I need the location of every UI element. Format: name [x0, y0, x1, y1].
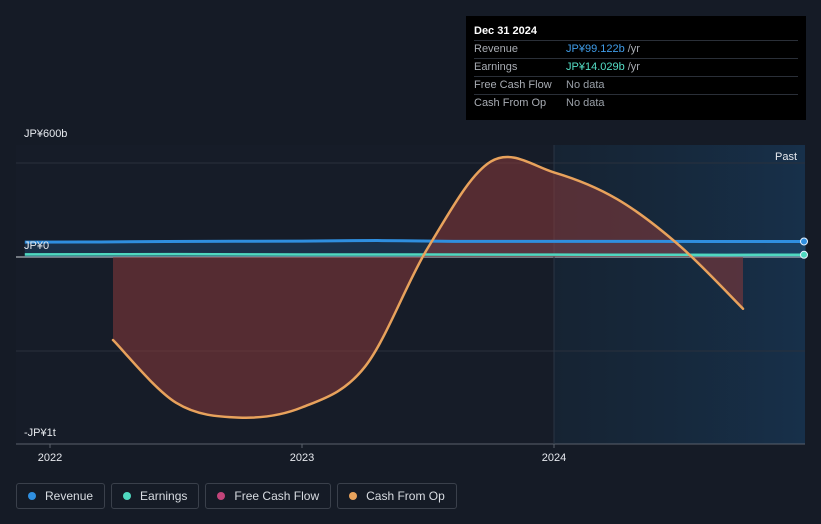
- legend-item-earnings[interactable]: Earnings: [111, 483, 200, 509]
- x-tick-label: 2022: [38, 452, 62, 464]
- legend-label: Revenue: [45, 489, 94, 503]
- tooltip-unit: /yr: [627, 61, 640, 73]
- legend-dot-icon: [123, 492, 132, 500]
- tooltip-unit: /yr: [627, 43, 640, 55]
- tooltip-row-revenue: Revenue JP¥99.122b /yr: [474, 40, 798, 58]
- legend-label: Cash From Op: [366, 489, 445, 503]
- x-tick-label: 2023: [290, 452, 314, 464]
- legend-dot-icon: [217, 492, 226, 500]
- tooltip-date: Dec 31 2024: [474, 25, 537, 37]
- y-tick-label: JP¥600b: [24, 128, 67, 140]
- revenue-line: [24, 239, 807, 244]
- tooltip-value: No data: [566, 97, 605, 109]
- data-tooltip: Dec 31 2024 Revenue JP¥99.122b /yr Earni…: [466, 16, 806, 120]
- legend-dot-icon: [349, 492, 358, 500]
- y-tick-label: -JP¥1t: [24, 427, 56, 439]
- tooltip-value: No data: [566, 79, 605, 91]
- tooltip-value: JP¥99.122b: [566, 43, 625, 55]
- y-tick-label: JP¥0: [24, 240, 49, 252]
- tooltip-value: JP¥14.029b: [566, 61, 625, 73]
- tooltip-label: Revenue: [474, 43, 519, 55]
- tooltip-label: Cash From Op: [474, 97, 547, 109]
- revenue-end-point: [800, 237, 808, 246]
- tooltip-row-earnings: Earnings JP¥14.029b /yr: [474, 58, 798, 76]
- tooltip-row-free-cash-flow: Free Cash Flow No data: [474, 76, 798, 94]
- past-label: Past: [775, 151, 797, 163]
- cash-from-op-area: [113, 156, 743, 418]
- legend-item-cash-from-op[interactable]: Cash From Op: [337, 483, 457, 509]
- legend-item-revenue[interactable]: Revenue: [16, 483, 106, 509]
- legend-item-free-cash-flow[interactable]: Free Cash Flow: [205, 483, 332, 509]
- earnings-line: [24, 252, 807, 257]
- chart-legend: Revenue Earnings Free Cash Flow Cash Fro…: [16, 483, 457, 509]
- earnings-end-point: [800, 250, 808, 259]
- legend-label: Earnings: [140, 489, 188, 503]
- tooltip-label: Earnings: [474, 61, 518, 73]
- tooltip-label: Free Cash Flow: [474, 79, 552, 91]
- legend-label: Free Cash Flow: [234, 489, 320, 503]
- cash-from-op-line: [111, 155, 745, 419]
- tooltip-row-cash-from-op: Cash From Op No data: [474, 94, 798, 112]
- x-tick-label: 2024: [542, 452, 566, 464]
- legend-dot-icon: [28, 492, 36, 500]
